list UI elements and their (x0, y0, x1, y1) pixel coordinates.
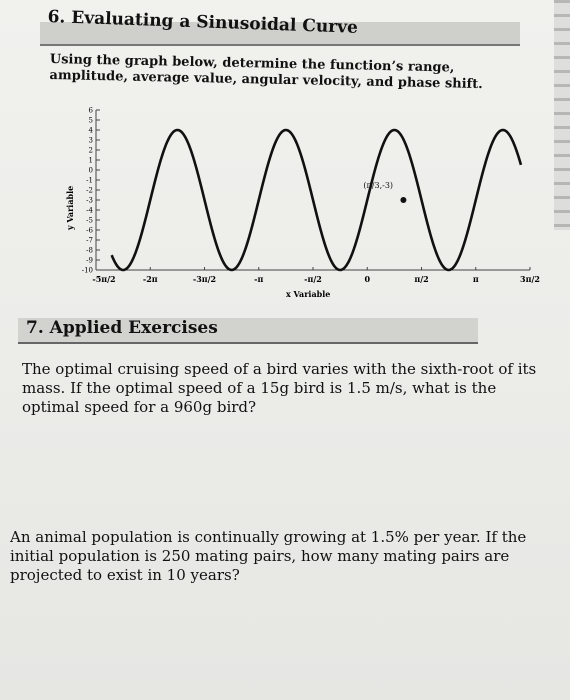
y-tick-label: -9 (86, 257, 93, 265)
y-tick-label: -7 (86, 237, 93, 245)
y-tick-label: -2 (86, 187, 93, 195)
y-tick-label: -4 (86, 207, 93, 215)
section-6-header-bar (40, 22, 520, 46)
sinusoid-curve (110, 128, 523, 272)
section-7-title: 7. Applied Exercises (26, 318, 218, 338)
sinusoid-chart: 6 5 4 3 2 1 0 -1 -2 -3 -4 -5 -6 -7 -8 -9 -10 -5π/2 -2π -3π… (65, 107, 540, 300)
annotation-point (400, 197, 407, 203)
section-6-prompt: Using the graph below, determine the fun… (49, 52, 483, 93)
y-tick-label: 3 (89, 137, 93, 145)
x-tick-label: π/2 (414, 274, 428, 284)
annotation-label: (π/3,-3) (363, 181, 393, 190)
x-tick-label: 0 (364, 274, 370, 284)
section-7-header-bar (18, 318, 478, 344)
y-tick-label: -8 (86, 247, 93, 255)
y-tick-label: -1 (86, 177, 93, 185)
x-tick-label: π (473, 274, 479, 284)
x-tick-label: -5π/2 (92, 274, 115, 284)
y-tick-label: 5 (89, 117, 93, 125)
y-tick-label: 4 (89, 127, 94, 135)
y-axis-label: y Variable (65, 186, 75, 231)
x-tick-label: -2π (143, 274, 158, 284)
question-bird-speed: The optimal cruising speed of a bird var… (22, 360, 537, 416)
y-tick-label: 6 (89, 107, 94, 115)
notebook-spiral (554, 0, 570, 230)
x-tick-label: 3π/2 (520, 274, 540, 284)
y-tick-label: -5 (86, 217, 93, 225)
question-animal-population: An animal population is continually grow… (10, 528, 527, 584)
x-tick-label: -π/2 (304, 274, 322, 284)
x-axis-label: x Variable (286, 289, 330, 299)
y-tick-label: 2 (89, 147, 93, 155)
y-tick-label: 1 (89, 157, 93, 165)
y-tick-label: -3 (86, 197, 93, 205)
y-tick-label: 0 (89, 167, 93, 175)
x-tick-label: -3π/2 (193, 274, 216, 284)
x-tick-label: -π (254, 274, 263, 284)
y-tick-label: -10 (82, 267, 93, 275)
y-tick-label: -6 (86, 227, 93, 235)
